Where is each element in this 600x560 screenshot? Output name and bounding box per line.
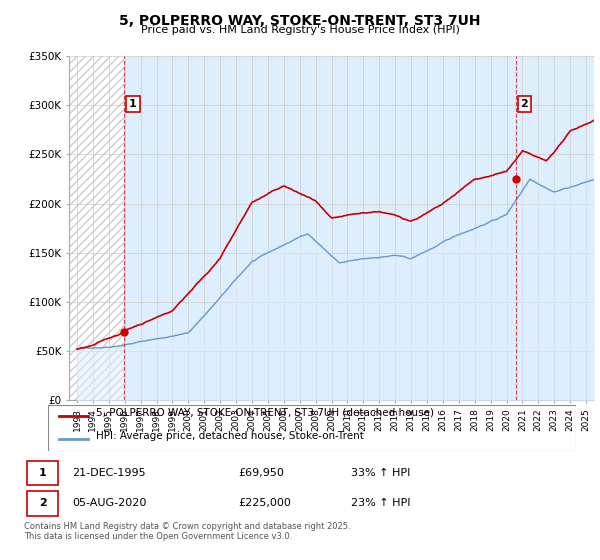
Text: 2: 2 bbox=[520, 99, 528, 109]
Bar bbox=[27, 491, 58, 516]
Text: 5, POLPERRO WAY, STOKE-ON-TRENT, ST3 7UH (detached house): 5, POLPERRO WAY, STOKE-ON-TRENT, ST3 7UH… bbox=[95, 408, 434, 418]
Text: 23% ↑ HPI: 23% ↑ HPI bbox=[351, 498, 410, 508]
Text: £69,950: £69,950 bbox=[238, 468, 284, 478]
Text: 05-AUG-2020: 05-AUG-2020 bbox=[72, 498, 146, 508]
Text: 33% ↑ HPI: 33% ↑ HPI bbox=[351, 468, 410, 478]
Text: 21-DEC-1995: 21-DEC-1995 bbox=[72, 468, 146, 478]
Text: 2: 2 bbox=[39, 498, 46, 508]
Text: £225,000: £225,000 bbox=[238, 498, 291, 508]
Text: HPI: Average price, detached house, Stoke-on-Trent: HPI: Average price, detached house, Stok… bbox=[95, 431, 364, 441]
Text: Contains HM Land Registry data © Crown copyright and database right 2025.
This d: Contains HM Land Registry data © Crown c… bbox=[24, 522, 350, 542]
Text: 1: 1 bbox=[129, 99, 137, 109]
Bar bbox=[69, 56, 124, 400]
Text: 1: 1 bbox=[39, 468, 46, 478]
Text: Price paid vs. HM Land Registry's House Price Index (HPI): Price paid vs. HM Land Registry's House … bbox=[140, 25, 460, 35]
Bar bbox=[27, 461, 58, 486]
Text: 5, POLPERRO WAY, STOKE-ON-TRENT, ST3 7UH: 5, POLPERRO WAY, STOKE-ON-TRENT, ST3 7UH bbox=[119, 14, 481, 28]
